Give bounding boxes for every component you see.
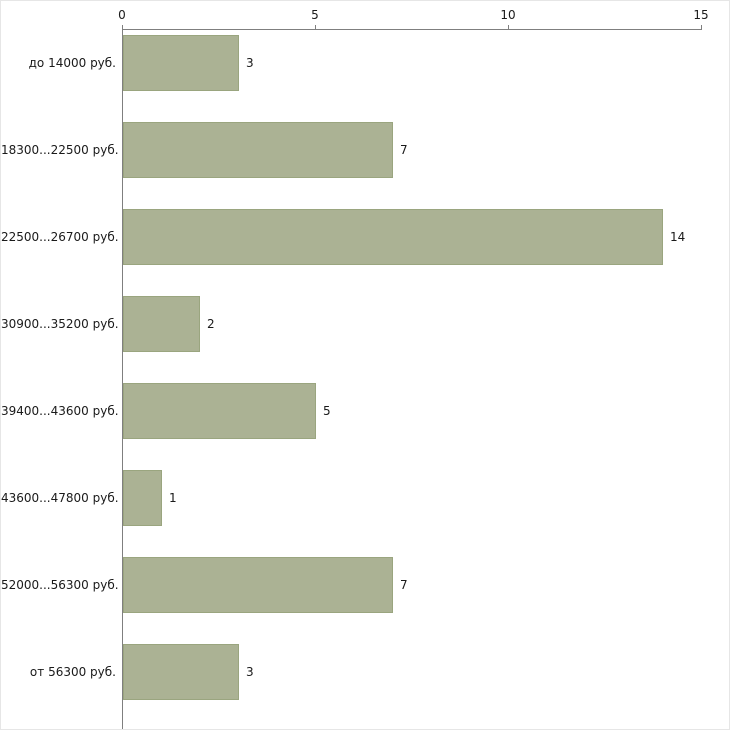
category-label: 18300...22500 руб.	[1, 142, 119, 157]
value-label: 2	[207, 317, 215, 331]
category-label: от 56300 руб.	[29, 664, 116, 679]
value-label: 3	[246, 56, 254, 70]
bar	[123, 296, 200, 352]
x-tick-mark	[315, 25, 316, 29]
bar	[123, 383, 316, 439]
y-axis-line	[122, 29, 123, 729]
x-tick-mark	[508, 25, 509, 29]
value-label: 1	[169, 491, 177, 505]
x-tick-label: 15	[693, 8, 709, 22]
bar	[123, 557, 393, 613]
value-label: 5	[323, 404, 331, 418]
x-axis-line	[122, 29, 702, 30]
x-tick-label: 0	[118, 8, 126, 22]
category-label: 22500...26700 руб.	[1, 229, 119, 244]
category-label: 39400...43600 руб.	[1, 403, 119, 418]
x-tick-mark	[701, 25, 702, 29]
category-label: 30900...35200 руб.	[1, 316, 119, 331]
value-label: 7	[400, 143, 408, 157]
bar	[123, 35, 239, 91]
value-label: 3	[246, 665, 254, 679]
category-label: 43600...47800 руб.	[1, 490, 119, 505]
value-label: 7	[400, 578, 408, 592]
category-label: 52000...56300 руб.	[1, 577, 119, 592]
bar	[123, 470, 162, 526]
bar	[123, 122, 393, 178]
category-label: до 14000 руб.	[28, 55, 116, 70]
bar	[123, 209, 663, 265]
x-tick-label: 10	[500, 8, 516, 22]
x-tick-mark	[122, 25, 123, 29]
x-tick-label: 5	[311, 8, 319, 22]
value-label: 14	[670, 230, 686, 244]
bar	[123, 644, 239, 700]
